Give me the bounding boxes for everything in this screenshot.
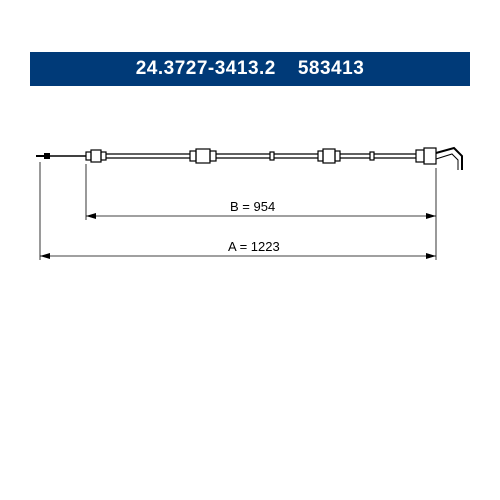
cable-diagram (30, 86, 470, 386)
dimension-a-label: A = 1223 (228, 239, 280, 254)
part-number: 24.3727-3413.2 (136, 58, 276, 80)
diagram-area: B = 954 A = 1223 (30, 86, 470, 386)
part-code: 583413 (298, 58, 364, 80)
product-diagram-card: 24.3727-3413.2 583413 (0, 0, 500, 500)
dimension-b-label: B = 954 (230, 199, 275, 214)
header-bar: 24.3727-3413.2 583413 (30, 52, 470, 86)
